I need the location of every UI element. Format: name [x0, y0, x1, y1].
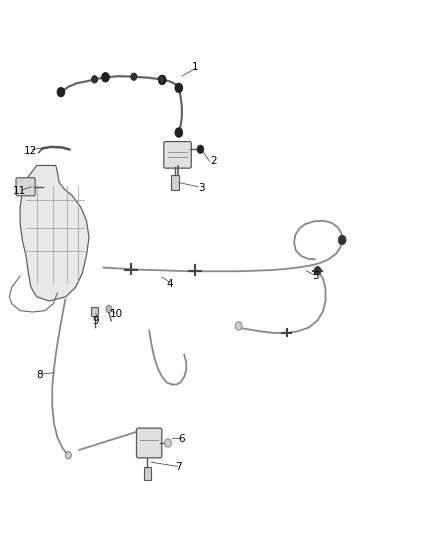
FancyBboxPatch shape — [164, 142, 191, 168]
Circle shape — [338, 235, 346, 245]
Text: 3: 3 — [198, 183, 205, 193]
Text: 2: 2 — [210, 156, 217, 166]
Text: 7: 7 — [176, 463, 182, 472]
Circle shape — [175, 128, 183, 138]
FancyBboxPatch shape — [137, 428, 162, 458]
Circle shape — [197, 145, 204, 154]
Circle shape — [106, 305, 112, 313]
Circle shape — [92, 76, 98, 83]
Text: 1: 1 — [192, 62, 198, 71]
Bar — [144, 467, 151, 480]
Text: 11: 11 — [12, 186, 26, 196]
Polygon shape — [20, 165, 89, 301]
Circle shape — [131, 73, 137, 80]
Text: 5: 5 — [313, 271, 319, 281]
Text: 10: 10 — [110, 309, 123, 319]
Circle shape — [57, 87, 65, 97]
Text: 6: 6 — [179, 434, 185, 445]
Circle shape — [65, 451, 71, 459]
Text: 12: 12 — [24, 146, 37, 156]
Text: 9: 9 — [92, 316, 99, 326]
Circle shape — [175, 83, 183, 93]
Text: 4: 4 — [167, 279, 173, 288]
Circle shape — [314, 266, 321, 275]
Circle shape — [235, 322, 242, 330]
Circle shape — [158, 76, 164, 83]
Circle shape — [158, 75, 166, 85]
Bar — [91, 308, 98, 316]
Circle shape — [164, 439, 171, 447]
Bar — [171, 175, 179, 190]
Text: 8: 8 — [37, 370, 43, 381]
Circle shape — [102, 72, 110, 82]
FancyBboxPatch shape — [16, 177, 35, 196]
